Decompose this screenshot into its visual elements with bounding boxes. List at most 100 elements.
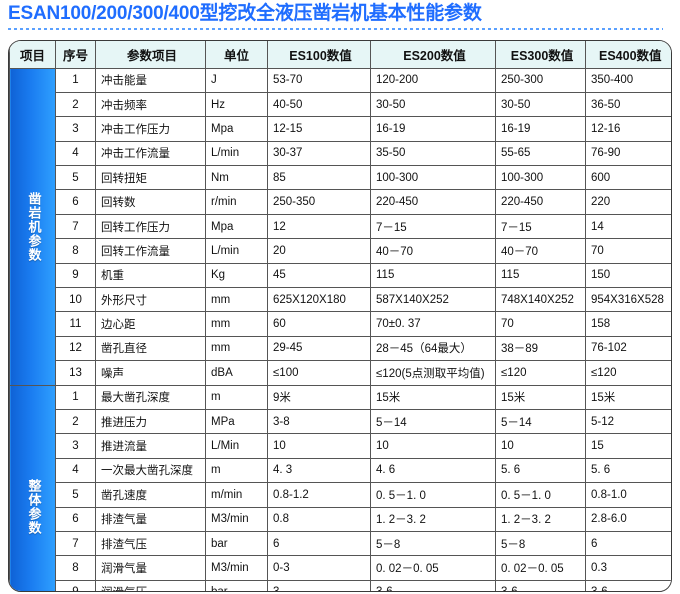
row-es400: 76-90 — [585, 140, 671, 167]
row-es300: 115 — [495, 262, 586, 289]
row-index: 5 — [55, 165, 96, 191]
row-unit: L/min — [205, 238, 268, 264]
row-index: 9 — [55, 579, 96, 591]
row-unit: mm — [205, 335, 268, 362]
table-row: 8 回转工作流量 L/min 20 40－70 40－70 70 — [10, 238, 671, 264]
row-es300: 40－70 — [495, 238, 586, 264]
row-parameter: 润滑气量 — [95, 555, 206, 581]
row-parameter: 排渣气量 — [95, 506, 206, 532]
row-es200: 7－15 — [370, 213, 496, 240]
table-row: 5 回转扭矩 Nm 85 100-300 100-300 600 — [10, 165, 671, 191]
page-title: ESAN100/200/300/400型挖改全液压凿岩机基本性能参数 — [8, 3, 482, 24]
table-row: 6 排渣气量 M3/min 0.8 1. 2－3. 2 1. 2－3. 2 2.8-6.0 — [10, 506, 671, 532]
row-unit: m — [205, 384, 268, 410]
row-parameter: 机重 — [95, 262, 206, 289]
row-es400: 220 — [585, 189, 671, 215]
row-unit: r/min — [205, 189, 268, 215]
row-es300: 0. 5－1. 0 — [495, 482, 586, 508]
row-es200: ≤120(5点测取平均值) — [370, 360, 496, 386]
row-es100: 10 — [267, 433, 371, 459]
row-parameter: 最大凿孔深度 — [95, 384, 206, 410]
row-es300: 7－15 — [495, 213, 586, 240]
row-es100: 0.8-1.2 — [267, 482, 371, 508]
row-parameter: 冲击频率 — [95, 91, 206, 118]
row-es200: 35-50 — [370, 140, 496, 167]
row-es100: 0.8 — [267, 506, 371, 532]
row-index: 3 — [55, 433, 96, 459]
row-parameter: 凿孔速度 — [95, 482, 206, 508]
header-es300: ES300数值 — [495, 41, 586, 69]
row-es300: 3-6 — [495, 579, 586, 591]
row-es300: 15米 — [495, 384, 586, 410]
row-index: 6 — [55, 189, 96, 215]
header-group: 项目 — [9, 41, 56, 69]
row-parameter: 噪声 — [95, 360, 206, 386]
row-es100: 3-8 — [267, 408, 371, 435]
row-unit: MPa — [205, 408, 268, 435]
row-unit: mm — [205, 311, 268, 337]
title-divider — [8, 28, 663, 30]
row-index: 6 — [55, 506, 96, 532]
row-unit: m — [205, 457, 268, 484]
row-es100: 625X120X180 — [267, 287, 371, 313]
table-row: 2 冲击频率 Hz 40-50 30-50 30-50 36-50 — [10, 91, 671, 118]
row-es300: 5－8 — [495, 530, 586, 557]
row-es200: 0. 02－0. 05 — [370, 555, 496, 581]
row-es200: 115 — [370, 262, 496, 289]
row-parameter: 回转扭矩 — [95, 165, 206, 191]
row-unit: bar — [205, 530, 268, 557]
row-es300: 0. 02－0. 05 — [495, 555, 586, 581]
table-row: 3 推进流量 L/Min 10 10 10 15 — [10, 433, 671, 459]
row-es400: 76-102 — [585, 335, 671, 362]
row-unit: M3/min — [205, 555, 268, 581]
row-es300: 30-50 — [495, 91, 586, 118]
row-es300: 748X140X252 — [495, 287, 586, 313]
row-index: 8 — [55, 238, 96, 264]
row-index: 9 — [55, 262, 96, 289]
row-es300: 5－14 — [495, 408, 586, 435]
row-es300: 55-65 — [495, 140, 586, 167]
table-row: 5 凿孔速度 m/min 0.8-1.2 0. 5－1. 0 0. 5－1. 0 0.8-1… — [10, 482, 671, 508]
row-es200: 40－70 — [370, 238, 496, 264]
row-es400: 954X316X528 — [585, 287, 671, 313]
row-unit: Mpa — [205, 213, 268, 240]
table-row: 4 一次最大凿孔深度 m 4. 3 4. 6 5. 6 5. 6 — [10, 457, 671, 484]
row-es200: 16-19 — [370, 116, 496, 142]
row-es400: 158 — [585, 311, 671, 337]
row-es400: 6 — [585, 530, 671, 557]
page-title-block: ESAN100/200/300/400型挖改全液压凿岩机基本性能参数 — [8, 2, 672, 34]
row-es400: 3-6 — [585, 579, 671, 591]
table-header: 项目 序号 参数项目 单位 ES100数值 ES200数值 ES300数值 ES… — [9, 41, 671, 69]
header-es100: ES100数值 — [267, 41, 371, 69]
row-index: 12 — [55, 335, 96, 362]
row-es100: 6 — [267, 530, 371, 557]
row-es100: 30-37 — [267, 140, 371, 167]
row-unit: J — [205, 67, 268, 93]
row-index: 11 — [55, 311, 96, 337]
header-no: 序号 — [55, 41, 96, 69]
row-es300: 10 — [495, 433, 586, 459]
row-index: 5 — [55, 482, 96, 508]
row-es400: 350-400 — [585, 67, 671, 93]
table-row: 11 边心距 mm 60 70±0. 37 70 158 — [10, 311, 671, 337]
row-parameter: 推进流量 — [95, 433, 206, 459]
row-es400: 0.8-1.0 — [585, 482, 671, 508]
row-es100: 20 — [267, 238, 371, 264]
row-es100: 53-70 — [267, 67, 371, 93]
row-unit: L/min — [205, 140, 268, 167]
table-row: 9 机重 Kg 45 115 115 150 — [10, 262, 671, 289]
row-es100: 60 — [267, 311, 371, 337]
row-es400: ≤120 — [585, 360, 671, 386]
row-es200: 100-300 — [370, 165, 496, 191]
row-es100: 3 — [267, 579, 371, 591]
row-es400: 5. 6 — [585, 457, 671, 484]
row-parameter: 回转数 — [95, 189, 206, 215]
row-es400: 2.8-6.0 — [585, 506, 671, 532]
row-es200: 15米 — [370, 384, 496, 410]
row-es100: 40-50 — [267, 91, 371, 118]
header-es200: ES200数值 — [370, 41, 496, 69]
row-unit: M3/min — [205, 506, 268, 532]
table-row: 2 推进压力 MPa 3-8 5－14 5－14 5-12 — [10, 408, 671, 435]
row-index: 3 — [55, 116, 96, 142]
